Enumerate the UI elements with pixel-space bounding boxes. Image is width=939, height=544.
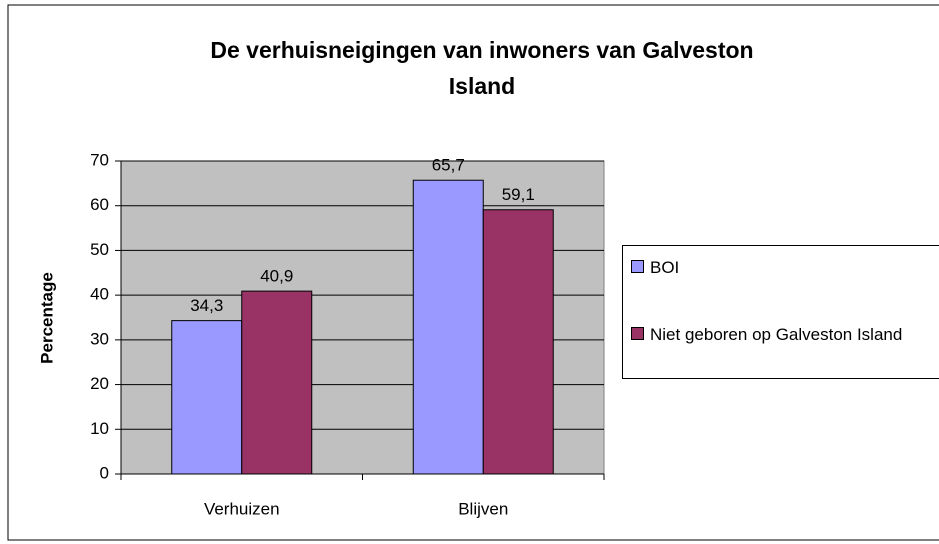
- bar: [241, 290, 313, 475]
- legend-label: Niet geboren op Galveston Island: [650, 325, 903, 344]
- legend: BOI Niet geboren op Galveston Island: [622, 245, 939, 379]
- chart-border: [7, 4, 939, 541]
- x-tick-label: Blijven: [458, 499, 508, 518]
- y-tick-label: 30: [90, 329, 109, 348]
- y-tick-label: 0: [100, 463, 109, 482]
- legend-item: Niet geboren op Galveston Island: [631, 323, 939, 347]
- value-label: 40,9: [260, 267, 293, 286]
- legend-item: BOI: [631, 256, 939, 280]
- bar: [412, 179, 484, 475]
- value-label: 59,1: [502, 185, 535, 204]
- legend-swatch: [631, 327, 644, 340]
- y-tick-label: 50: [90, 240, 109, 259]
- y-tick-label: 60: [90, 195, 109, 214]
- y-tick-label: 20: [90, 374, 109, 393]
- legend-swatch: [631, 260, 644, 273]
- value-label: 65,7: [432, 156, 465, 175]
- value-label: 34,3: [190, 296, 223, 315]
- x-tick-label: Verhuizen: [204, 499, 280, 518]
- plot: 0 10 20 30 40 50 60 70 Verhuizen 34,3 40,9 Blijven 6…: [90, 150, 605, 518]
- y-axis-label: Percentage: [37, 272, 56, 364]
- chart-title: De verhuisneigingen van inwoners van Gal…: [210, 37, 754, 99]
- bar: [482, 209, 554, 475]
- legend-label: BOI: [650, 258, 680, 277]
- y-tick-label: 70: [90, 150, 109, 169]
- bar: [171, 320, 243, 475]
- y-tick-label: 40: [90, 285, 109, 304]
- y-tick-label: 10: [90, 419, 109, 438]
